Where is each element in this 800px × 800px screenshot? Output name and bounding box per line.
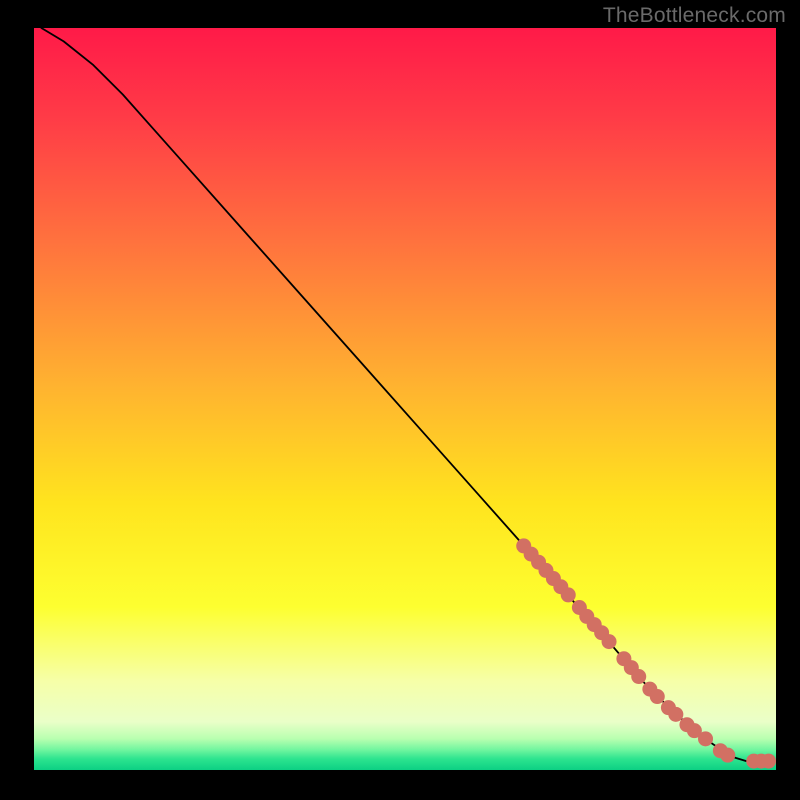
data-marker (631, 669, 646, 684)
data-marker (761, 754, 776, 769)
chart-svg (34, 28, 776, 770)
data-marker (561, 587, 576, 602)
plot-area (34, 28, 776, 770)
data-marker (720, 748, 735, 763)
data-marker (602, 634, 617, 649)
figure-canvas: TheBottleneck.com (0, 0, 800, 800)
data-marker (698, 731, 713, 746)
gradient-background (34, 28, 776, 770)
data-marker (668, 707, 683, 722)
data-marker (650, 689, 665, 704)
watermark-text: TheBottleneck.com (603, 4, 786, 28)
